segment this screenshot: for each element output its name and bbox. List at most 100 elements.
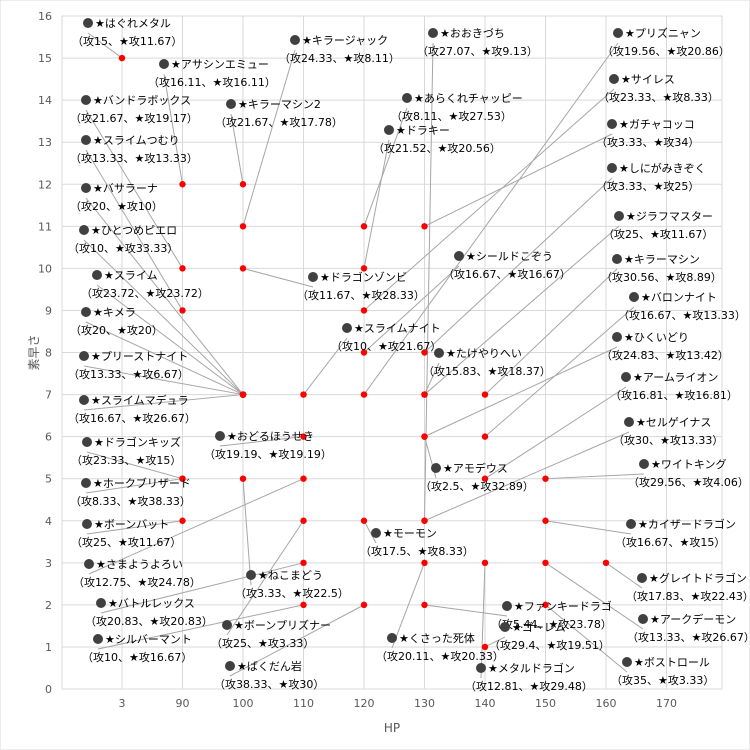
data-point [300, 559, 307, 567]
label-bubble [607, 163, 617, 173]
label-bubble [246, 570, 256, 580]
data-label-name: ★アークデーモン [650, 612, 736, 626]
leader-line [83, 394, 244, 411]
data-label-stats: （攻3.33、★攻25） [596, 179, 699, 193]
y-tick-label: 16 [38, 10, 52, 23]
leader-lines [83, 32, 645, 679]
leader-line [85, 149, 183, 311]
label-bubble [637, 573, 647, 583]
data-point [118, 54, 126, 62]
leader-line [88, 478, 304, 575]
leader-line [83, 365, 244, 396]
data-label: ★アサシンエミュー （攻16.11、★攻16.11） [148, 58, 276, 89]
leader-line [85, 197, 244, 395]
data-label-stats: （攻16.67、★攻15） [615, 535, 725, 549]
leader-line [484, 386, 627, 480]
data-label: ★キメラ （攻20、★攻20） [70, 306, 163, 337]
leader-line [363, 265, 460, 353]
data-label: ★プリーストナイト （攻13.33、★攻6.67） [68, 350, 189, 381]
data-label-name: ★ボストロール [634, 656, 710, 669]
label-bubble [96, 598, 106, 608]
leader-line [424, 604, 508, 617]
label-bubble [621, 372, 631, 382]
data-label: ★バトルレックス （攻20.83、★攻20.83） [85, 597, 213, 628]
data-point [421, 517, 428, 524]
data-point [360, 517, 368, 524]
y-tick-label: 10 [38, 262, 52, 275]
data-label: ★シールドこぞう （攻16.67、★攻16.67） [443, 250, 571, 281]
data-label-name: ★スライム [104, 269, 158, 282]
data-label: ★ひとつめピエロ （攻10、★攻33.33） [68, 224, 178, 255]
data-label: ★スライムマデュラ （攻16.67、★攻26.67） [68, 393, 196, 425]
data-point [239, 181, 247, 188]
data-label-name: ★ボーンバット [94, 518, 169, 531]
data-point [421, 223, 428, 230]
x-tick-label: 120 [354, 697, 375, 710]
data-point [481, 433, 489, 440]
data-label-name: ★おおきづち [440, 27, 505, 40]
data-label-name: ★サイレス [621, 73, 675, 86]
y-tick-label: 15 [38, 52, 52, 65]
y-tick-label: 5 [45, 473, 52, 486]
data-label-name: ★モーモン [383, 527, 437, 540]
leader-line [484, 636, 506, 648]
data-point [481, 643, 489, 651]
data-label-name: ★バンドラボックス [93, 94, 191, 107]
y-tick-label: 9 [45, 304, 52, 317]
data-point [179, 517, 186, 524]
label-bubble [384, 125, 394, 135]
data-label: ★アームライオン （攻16.81、★攻16.81） [610, 371, 738, 402]
label-bubble [609, 74, 619, 84]
data-label-stats: （攻15.83、★攻18.37） [423, 364, 551, 378]
data-label-stats: （攻25、★攻3.33） [211, 636, 314, 650]
data-label-stats: （攻13.33、★攻6.67） [68, 367, 189, 381]
data-label-stats: （攻16.81、★攻16.81） [610, 388, 738, 402]
data-label: ★たけやりへい （攻15.83、★攻18.37） [423, 347, 551, 378]
data-label: ★キラーマシン2 （攻21.67、★攻17.78） [215, 98, 343, 129]
data-label-stats: （攻30、★攻13.33） [613, 433, 723, 447]
data-point [179, 265, 186, 272]
label-bubble [79, 395, 89, 405]
data-label-name: ★スライムマデュラ [91, 393, 189, 407]
data-label: ★ひくいどり （攻24.83、★攻13.42） [601, 331, 729, 362]
data-label: ★さまようよろい （攻12.75、★攻24.78） [73, 558, 201, 589]
leader-line [545, 520, 632, 535]
data-point [300, 601, 307, 609]
label-bubble [614, 211, 624, 221]
leader-line [424, 42, 434, 521]
data-label-stats: （攻29.4、★攻19.51） [489, 638, 610, 652]
x-tick-label: 110 [293, 697, 314, 710]
x-tick-label: 130 [414, 697, 435, 710]
label-bubble [342, 323, 352, 333]
y-tick-label: 13 [38, 136, 52, 149]
data-point [421, 433, 428, 440]
leader-line [303, 337, 348, 395]
data-label-stats: （攻13.33、★攻13.33） [70, 151, 198, 165]
data-label-stats: （攻19.56、★攻20.86） [602, 44, 730, 58]
data-label: ★ホークブリザード （攻8.33、★攻38.33） [70, 476, 191, 508]
label-bubble [81, 183, 91, 193]
data-label: ★ドラゴンキッズ （攻23.33、★攻15） [71, 435, 181, 467]
data-label-stats: （攻3.33、★攻34） [596, 135, 699, 149]
data-label-name: ★ゴーレム [512, 620, 566, 634]
data-label-name: ★アサシンエミュー [171, 58, 269, 71]
leader-line [363, 520, 377, 544]
data-point [239, 391, 247, 398]
data-label-name: ★プリズニャン [625, 26, 701, 40]
data-label: ★あらくれチャッピー （攻8.11、★攻27.53） [391, 92, 523, 123]
label-bubble [612, 254, 622, 264]
leader-line [87, 32, 123, 59]
data-label: ★ドラゴンゾンビ （攻11.67、★攻28.33） [297, 270, 425, 302]
data-label-stats: （攻16.67、★攻13.33） [618, 308, 746, 322]
data-label: ★キラーマシン （攻30.56、★攻8.89） [601, 253, 722, 284]
data-point [300, 433, 307, 440]
data-label-stats: （攻25、★攻11.67） [71, 535, 181, 549]
data-label: ★ワイトキング （攻29.56、★攻4.06） [628, 457, 749, 489]
data-point [179, 307, 186, 314]
leader-line [363, 107, 408, 227]
data-label-stats: （攻21.67、★攻17.78） [215, 115, 343, 129]
data-label-name: ★キラーマシン [624, 253, 700, 266]
leader-line [363, 88, 615, 311]
data-point [542, 517, 549, 524]
